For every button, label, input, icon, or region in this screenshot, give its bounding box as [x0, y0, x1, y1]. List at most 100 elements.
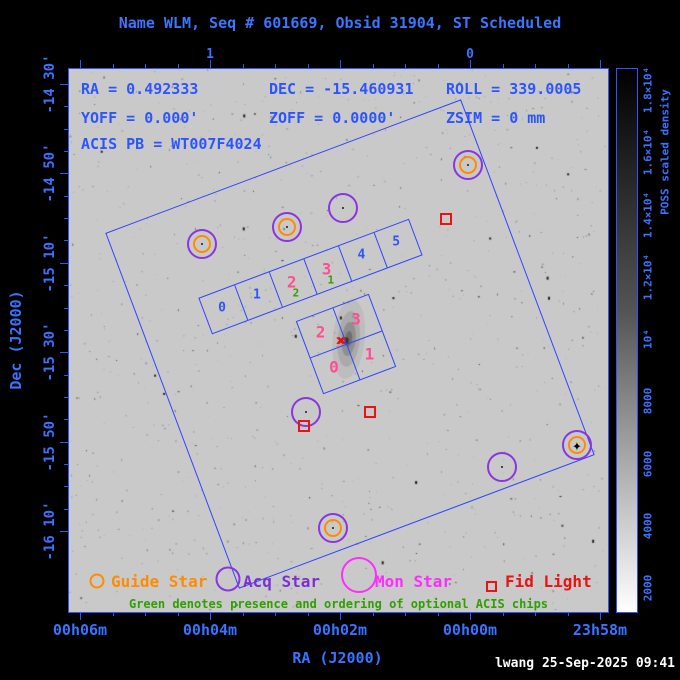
legend-mon-star-label: Mon Star: [375, 572, 453, 591]
fid-light-marker: [298, 420, 310, 432]
star-dot: [501, 466, 503, 468]
top-axis-tick: [145, 64, 146, 68]
y-axis-tick: [64, 396, 68, 398]
colorbar-tick-label: 2000: [641, 574, 655, 602]
acis-s-chip-divider: [233, 285, 248, 321]
y-axis-tick: [60, 352, 68, 354]
info-zoff: ZOFF = 0.0000': [269, 109, 396, 127]
x-axis-tick: [307, 612, 309, 616]
top-tick-label: 0: [466, 47, 474, 62]
acq-star-marker: [328, 193, 358, 223]
y-axis-tick: [64, 374, 68, 376]
legend-fid-light-label: Fid Light: [505, 572, 592, 591]
acis-s-optional-order-label: 2: [292, 286, 300, 300]
acq-star-marker: [272, 212, 302, 242]
top-axis-tick: [177, 64, 179, 68]
x-tick-label: 00h00m: [442, 621, 498, 639]
legend-note: Green denotes presence and ordering of o…: [128, 597, 549, 611]
acis-s-chip-divider: [303, 259, 318, 295]
acis-s-optional-order-label: 1: [327, 273, 335, 287]
y-axis-label: Dec (J2000): [7, 290, 25, 390]
y-axis-tick: [64, 285, 68, 287]
top-axis-tick: [275, 64, 276, 68]
acq-star-marker: [187, 229, 217, 259]
top-axis-tick: [470, 60, 471, 68]
acis-i-chip-label: 1: [364, 344, 375, 364]
y-axis-tick: [64, 240, 68, 242]
legend-acq-star-label: Acq Star: [243, 572, 321, 591]
y-axis-tick: [64, 106, 68, 108]
legend-guide-star-icon: [89, 573, 105, 589]
y-tick-label: -14 30': [42, 54, 58, 114]
y-tick-label: -15 30': [42, 322, 58, 382]
top-axis-tick: [600, 60, 601, 68]
acis-s-chip-label: 4: [357, 247, 366, 263]
guide-star-marker: [459, 156, 477, 174]
colorbar-tick-label: 1.6×10⁴: [641, 128, 655, 176]
acis-s-chip-divider: [373, 233, 388, 269]
top-axis-tick: [80, 60, 81, 68]
colorbar-tick-label: 1.4×10⁴: [641, 191, 655, 239]
colorbar-tick-label: 6000: [641, 450, 655, 478]
x-axis-tick: [340, 612, 341, 620]
fid-light-marker: [364, 406, 376, 418]
y-axis-tick: [60, 262, 68, 264]
y-axis-tick: [64, 218, 68, 220]
acq-star-marker: [562, 430, 592, 460]
top-axis-tick: [372, 64, 374, 68]
guide-star-marker: [278, 218, 296, 236]
acis-s-chip-label: 0: [218, 300, 227, 316]
x-tick-label: 23h58m: [572, 621, 628, 639]
acis-s-chip-label: 5: [392, 234, 401, 250]
x-axis-tick: [502, 612, 504, 616]
y-axis-tick: [64, 419, 68, 421]
acis-i-chip-label: 2: [315, 322, 326, 342]
legend-acq-star-icon: [215, 566, 241, 592]
x-axis-tick: [437, 612, 439, 616]
acis-s-chip-divider: [268, 272, 283, 308]
top-axis-tick: [567, 64, 569, 68]
x-axis-tick: [145, 612, 146, 616]
top-axis-tick: [210, 60, 211, 68]
y-axis-tick: [64, 486, 68, 488]
colorbar-tick-label: 4000: [641, 512, 655, 540]
star-dot: [305, 411, 307, 413]
legend-mon-star-icon: [341, 557, 377, 593]
top-axis-tick: [535, 64, 536, 68]
star-dot: [342, 207, 344, 209]
footer-timestamp: lwang 25-Sep-2025 09:41: [494, 656, 675, 671]
aimpoint-marker: ✕: [336, 331, 346, 349]
fid-light-marker: [440, 213, 452, 225]
top-tick-label: 1: [206, 47, 214, 62]
acq-star-marker: [291, 397, 321, 427]
info-ra: RA = 0.492333: [81, 80, 199, 98]
x-axis-tick: [470, 612, 471, 620]
x-tick-label: 00h06m: [52, 621, 108, 639]
colorbar-tick-label: 1.8×10⁴: [641, 66, 655, 114]
x-axis-tick: [405, 612, 406, 616]
y-axis-tick: [64, 151, 68, 153]
colorbar-tick-label: 8000: [641, 387, 655, 415]
top-axis-tick: [340, 60, 341, 68]
y-axis-tick: [60, 531, 68, 532]
y-axis-tick: [60, 173, 68, 175]
guide-star-marker: [568, 436, 586, 454]
top-axis-tick: [405, 64, 406, 68]
y-axis-tick: [64, 128, 68, 130]
x-axis-tick: [567, 612, 569, 616]
x-axis-tick: [80, 612, 81, 620]
acis-s-chip-label: 1: [252, 287, 261, 303]
x-axis-tick: [600, 612, 601, 620]
y-axis-tick: [60, 84, 68, 85]
top-axis-tick: [502, 64, 504, 68]
acis-s-chip-label: 3: [321, 259, 332, 279]
x-tick-label: 00h04m: [182, 621, 238, 639]
top-axis-tick: [307, 64, 309, 68]
acq-star-marker: [453, 150, 483, 180]
acis-s-chip-label: 2: [286, 272, 297, 292]
info-acis-pb: ACIS PB = WT007F4024: [81, 135, 262, 153]
y-tick-label: -15 10': [42, 233, 58, 293]
x-axis-tick: [535, 612, 536, 616]
legend-guide-star-label: Guide Star: [111, 572, 208, 591]
y-tick-label: -14 50': [42, 143, 58, 203]
